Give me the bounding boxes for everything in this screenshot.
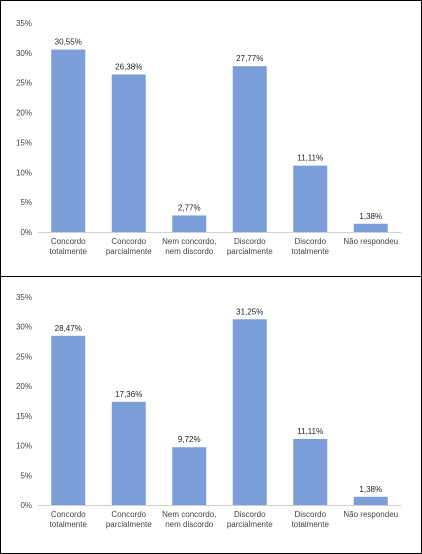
y-tick-label: 15% (16, 412, 32, 421)
x-category-label: parcialmente (227, 247, 273, 256)
chart-panel-1: 0% 5% 10% 15% 20% 25% 30% 35% 30,55% Concordo tota… (0, 0, 422, 277)
y-tick-label: 30% (16, 49, 32, 58)
data-label: 31,25% (236, 307, 263, 316)
data-label: 1,38% (359, 485, 382, 494)
x-category-label: parcialmente (106, 520, 152, 529)
y-tick-label: 25% (16, 79, 32, 88)
data-label: 17,36% (115, 390, 142, 399)
y-tick-label: 35% (16, 19, 32, 28)
x-category-label: Concordo (51, 510, 86, 519)
bar (111, 401, 146, 505)
x-category-label: Não respondeu (343, 510, 398, 519)
bar (293, 165, 328, 232)
data-label: 30,55% (55, 38, 82, 47)
y-tick-label: 20% (16, 382, 32, 391)
bar (172, 447, 207, 505)
y-tick-label: 30% (16, 323, 32, 332)
bar (51, 49, 86, 232)
bar (353, 223, 388, 232)
data-label: 9,72% (178, 435, 201, 444)
x-category-label: Discordo (234, 510, 266, 519)
data-label: 2,77% (178, 203, 201, 212)
bar (111, 74, 146, 232)
data-label: 28,47% (55, 324, 82, 333)
x-category-label: Concordo (111, 237, 146, 246)
x-category-label: totalmente (292, 520, 330, 529)
x-category-label: nem discordo (165, 247, 214, 256)
x-category-label: Concordo (111, 510, 146, 519)
y-tick-label: 0% (20, 501, 32, 510)
x-category-label: Concordo (51, 237, 86, 246)
bar-chart-1: 0%5%10%15%20%25%30%35%30,55%Concordotota… (16, 19, 401, 256)
y-tick-label: 0% (20, 228, 32, 237)
x-category-label: Discordo (234, 237, 266, 246)
x-category-label: Nem concordo, (162, 237, 216, 246)
x-category-label: Não respondeu (343, 237, 398, 246)
y-tick-label: 35% (16, 293, 32, 302)
chart-panel-2: 0% 5% 10% 15% 20% 25% 30% 35% 28,47% Concordo tota… (0, 276, 422, 554)
y-tick-label: 10% (16, 168, 32, 177)
y-tick-label: 20% (16, 109, 32, 118)
data-label: 11,11% (297, 154, 323, 163)
bar (293, 438, 328, 505)
bar-chart-2: 0%5%10%15%20%25%30%35%28,47%Concordotota… (16, 293, 401, 529)
x-category-label: Nem concordo, (162, 510, 216, 519)
data-label: 27,77% (236, 54, 263, 63)
x-category-label: parcialmente (106, 247, 152, 256)
x-category-label: Discordo (294, 237, 326, 246)
bar (51, 335, 86, 505)
y-tick-label: 15% (16, 138, 32, 147)
x-category-label: totalmente (50, 520, 88, 529)
bar (232, 319, 267, 505)
bar (232, 66, 267, 232)
y-tick-label: 25% (16, 352, 32, 361)
x-category-label: parcialmente (227, 520, 273, 529)
data-label: 26,38% (115, 62, 142, 71)
y-tick-label: 5% (20, 471, 32, 480)
y-tick-label: 5% (20, 198, 32, 207)
bar (353, 496, 388, 505)
x-category-label: Discordo (294, 510, 326, 519)
y-tick-label: 10% (16, 442, 32, 451)
data-label: 1,38% (359, 212, 382, 221)
x-category-label: nem discordo (165, 520, 214, 529)
data-label: 11,11% (297, 427, 323, 436)
bar (172, 215, 207, 232)
x-category-label: totalmente (50, 247, 88, 256)
x-category-label: totalmente (292, 247, 330, 256)
